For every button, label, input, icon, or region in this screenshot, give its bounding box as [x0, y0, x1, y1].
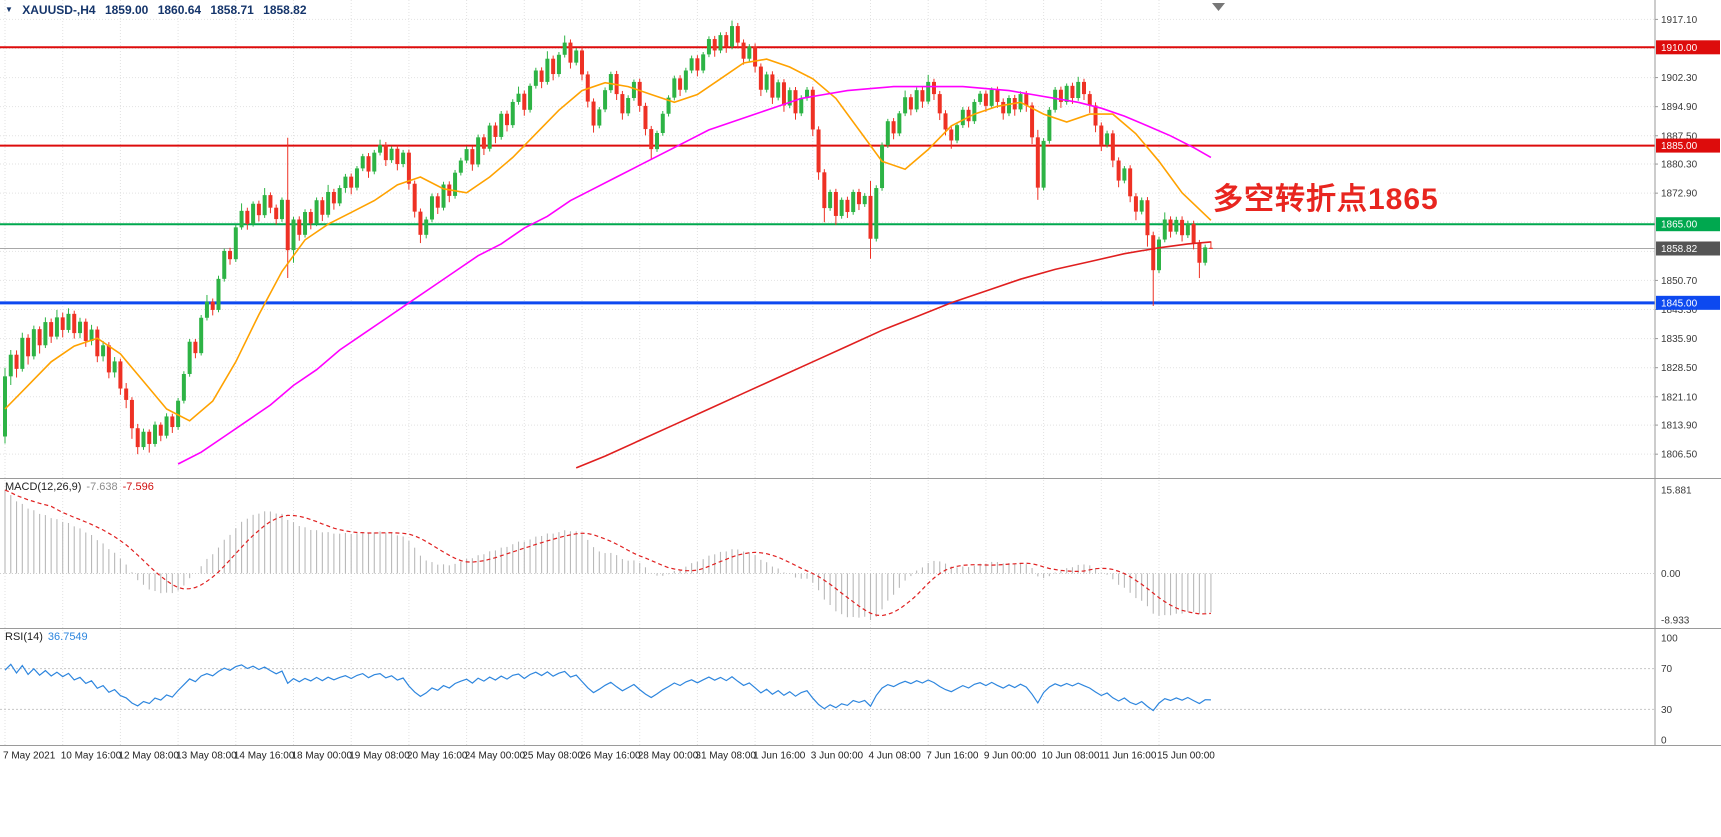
price-tag-label: 1858.82: [1661, 244, 1698, 255]
rsi-layer: [0, 663, 1655, 712]
price-tick-label: 1821.10: [1661, 392, 1698, 403]
price-tick-label: 1843.30: [1661, 305, 1698, 316]
time-axis-label: 9 Jun 00:00: [984, 751, 1037, 762]
macd-value-signal: -7.596: [122, 481, 154, 493]
rsi-caption: RSI(14) 36.7549: [5, 631, 88, 643]
ma-slow-red: [575, 241, 1211, 469]
price-tag-label: 1865.00: [1661, 220, 1698, 231]
price-tick-label: 1813.90: [1661, 421, 1698, 432]
rsi-axis-label: 70: [1661, 664, 1673, 675]
time-axis-label: 1 Jun 16:00: [753, 751, 806, 762]
ohlc-open: 1859.00: [104, 3, 149, 17]
rsi-label: RSI(14): [5, 631, 43, 643]
ma-fast-orange: [4, 58, 1212, 422]
price-tick-label: 1806.50: [1661, 450, 1698, 461]
price-tick-label: 1894.90: [1661, 102, 1698, 113]
time-axis-label: 31 May 08:00: [695, 751, 756, 762]
time-axis-label: 7 May 2021: [3, 751, 56, 762]
macd-label: MACD(12,26,9): [5, 481, 82, 493]
time-axis-label: 19 May 08:00: [349, 751, 410, 762]
price-tag: [1656, 295, 1720, 310]
macd-axis-label: -8.933: [1661, 616, 1690, 627]
macd-axis: 15.881 0.00 -8.933: [1661, 486, 1692, 627]
rsi-axis-label: 0: [1661, 736, 1667, 747]
candles-layer: [3, 20, 1213, 455]
time-axis-label: 13 May 08:00: [176, 751, 237, 762]
price-tick-label: 1880.30: [1661, 160, 1698, 171]
ohlc-low: 1858.71: [210, 3, 254, 17]
time-axis-label: 7 Jun 16:00: [926, 751, 979, 762]
price-tags-layer: 1910.00 1885.00 1865.00 1845.00 1858.82: [1656, 40, 1720, 310]
rsi-value: 36.7549: [47, 631, 88, 643]
price-tick-label: 1835.90: [1661, 334, 1698, 345]
time-axis-label: 25 May 08:00: [522, 751, 583, 762]
time-axis-label: 4 Jun 08:00: [869, 751, 922, 762]
time-axis-label: 20 May 16:00: [407, 751, 468, 762]
ohlc-high: 1860.64: [157, 3, 202, 17]
chart-title-bar: ▼ XAUUSD-,H4 1859.00 1860.64 1858.71 185…: [5, 3, 313, 17]
ohlc-close: 1858.82: [263, 3, 307, 17]
price-tick-label: 1872.90: [1661, 189, 1698, 200]
macd-axis-label: 0.00: [1661, 569, 1681, 580]
rsi-axis-label: 30: [1661, 705, 1673, 716]
time-axis-label: 10 May 16:00: [61, 751, 122, 762]
symbol-period-label: XAUUSD-,H4: [22, 3, 96, 17]
price-tag: [1656, 217, 1720, 232]
price-axis: 1917.10 1902.30 1894.90 1887.50 1880.30 1872.…: [1654, 0, 1698, 746]
grid-layer: [0, 0, 1655, 746]
macd-signal-line: [4, 489, 1211, 617]
price-tag-label: 1845.00: [1661, 298, 1698, 309]
macd-layer: [0, 489, 1655, 620]
price-tick-label: 1887.50: [1661, 131, 1698, 142]
rsi-axis-label: 100: [1661, 634, 1678, 645]
time-axis-label: 3 Jun 00:00: [811, 751, 864, 762]
price-tick-label: 1902.30: [1661, 73, 1698, 84]
price-tag-label: 1910.00: [1661, 43, 1698, 54]
time-axis-label: 12 May 08:00: [118, 751, 179, 762]
time-axis-label: 15 Jun 00:00: [1157, 751, 1215, 762]
price-tick-label: 1917.10: [1661, 15, 1698, 26]
time-axis-label: 18 May 00:00: [292, 751, 353, 762]
time-axis-label: 11 Jun 16:00: [1099, 751, 1157, 762]
price-tick-label: 1828.50: [1661, 363, 1698, 374]
macd-value-main: -7.638: [86, 481, 118, 493]
ma-lines-layer: [4, 58, 1212, 469]
chart-annotation-text: 多空转折点1865: [1213, 183, 1439, 216]
time-axis-label: 14 May 16:00: [234, 751, 295, 762]
price-tag: [1656, 40, 1720, 55]
chart-shift-marker-icon: [1212, 3, 1225, 11]
symbol-dropdown-icon[interactable]: ▼: [5, 5, 13, 14]
panel-separators: [0, 478, 1721, 746]
rsi-line: [4, 663, 1211, 712]
macd-axis-label: 15.881: [1661, 486, 1692, 497]
time-axis-label: 10 Jun 08:00: [1042, 751, 1100, 762]
ma-mid-magenta: [177, 85, 1212, 465]
time-axis-label: 28 May 00:00: [638, 751, 699, 762]
price-tag: [1656, 138, 1720, 153]
macd-caption: MACD(12,26,9) -7.638 -7.596: [5, 481, 154, 493]
price-tick-label: 1850.70: [1661, 276, 1698, 287]
price-tag-label: 1885.00: [1661, 141, 1698, 152]
time-axis-label: 26 May 16:00: [580, 751, 641, 762]
price-tag: [1656, 241, 1720, 256]
time-axis-label: 24 May 00:00: [465, 751, 526, 762]
rsi-axis: 100 70 30 0: [1661, 634, 1678, 747]
